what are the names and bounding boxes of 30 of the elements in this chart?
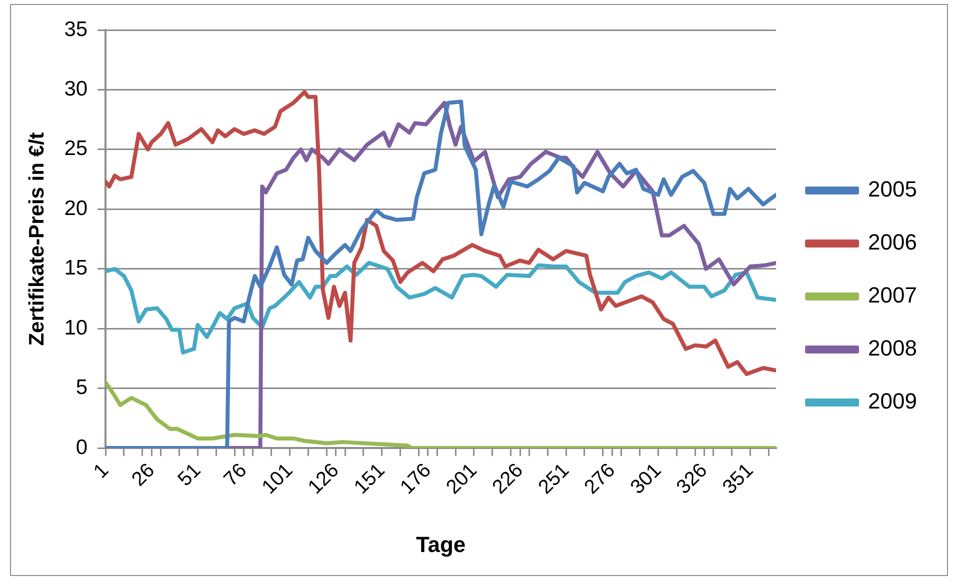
legend-label: 2009: [868, 388, 918, 414]
y-axis-title: Zertifikate-Preis in €/t: [25, 132, 48, 346]
x-tick-label: 351: [718, 459, 758, 499]
y-tick-label: 25: [64, 137, 88, 160]
x-tick-label: 301: [626, 459, 666, 499]
y-tick-label: 30: [64, 78, 88, 101]
x-tick-label: 1: [90, 459, 113, 483]
legend-label: 2007: [868, 282, 918, 308]
legend-label: 2008: [868, 336, 918, 361]
x-tick-label: 51: [174, 459, 206, 491]
x-axis-title: Tage: [416, 532, 466, 557]
legend-label: 2005: [868, 176, 918, 202]
x-tick-label: 176: [396, 459, 436, 499]
x-tick-label: 126: [304, 459, 344, 499]
y-tick-label: 35: [64, 18, 88, 41]
x-tick-label: 76: [220, 459, 252, 491]
x-tick-label: 226: [488, 459, 528, 499]
x-tick-label: 251: [534, 459, 574, 499]
x-tick-label: 326: [672, 459, 712, 499]
y-tick-label: 10: [64, 316, 88, 340]
x-tick-label: 26: [128, 459, 160, 491]
x-tick-label: 151: [350, 459, 390, 499]
y-tick-label: 15: [64, 256, 88, 280]
legend-label: 2006: [868, 230, 918, 255]
x-tick-label: 276: [580, 459, 620, 499]
y-tick-label: 20: [64, 196, 88, 220]
x-tick-label: 101: [258, 459, 298, 499]
y-tick-label: 5: [76, 376, 88, 400]
x-tick-label: 201: [442, 459, 482, 499]
y-tick-label: 0: [76, 436, 88, 459]
